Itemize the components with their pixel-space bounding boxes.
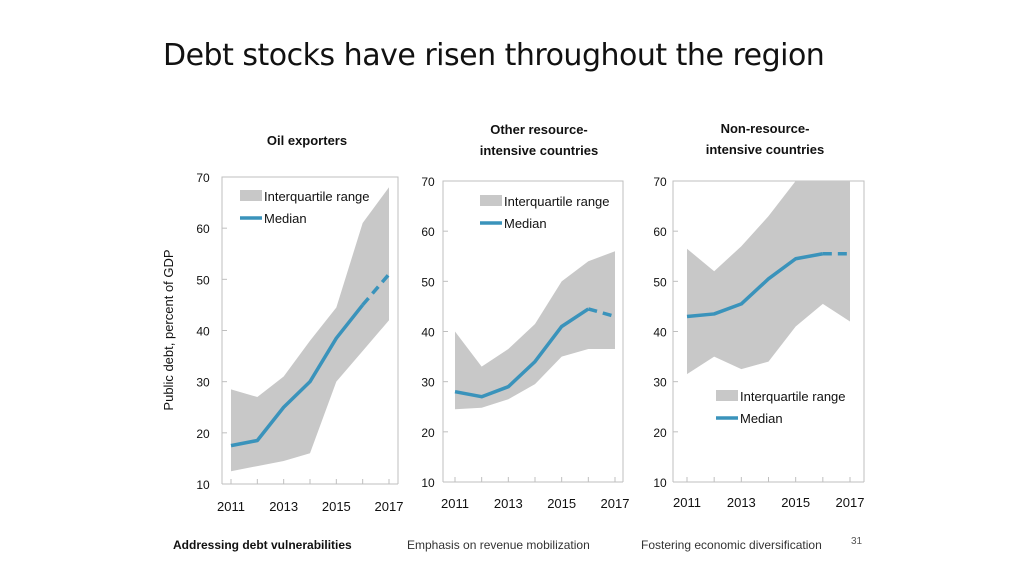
y-tick-label: 20 [196, 427, 210, 441]
footer-link-economic-diversification[interactable]: Fostering economic diversification [641, 538, 822, 552]
y-axis-label: Public debt, percent of GDP [161, 249, 176, 410]
y-tick-label: 70 [196, 171, 210, 185]
chart-legend: Interquartile range Median [716, 389, 846, 426]
legend-band-swatch [240, 190, 262, 201]
x-tick-label: 2011 [673, 495, 701, 510]
y-tick-label: 30 [196, 376, 210, 390]
interquartile-band [455, 251, 615, 410]
legend-band-swatch [480, 195, 502, 206]
x-tick-label: 2013 [494, 496, 523, 511]
y-tick-label: 60 [421, 225, 435, 239]
y-tick-label: 40 [196, 325, 210, 339]
y-tick-label: 10 [421, 476, 435, 490]
chart-panel-1: 10 20 30 40 50 60 70 2011 2013 2015 2017 Oil export… [161, 133, 403, 514]
x-tick-label: 2017 [375, 499, 404, 514]
y-tick-label: 60 [653, 225, 667, 239]
x-tick-label: 2017 [836, 495, 865, 510]
x-tick-label: 2015 [547, 496, 576, 511]
legend-band-label: Interquartile range [740, 389, 846, 404]
page-number: 31 [851, 536, 863, 547]
legend-median-label: Median [504, 216, 547, 231]
y-tick-label: 20 [421, 426, 435, 440]
x-tick-label: 2013 [269, 499, 298, 514]
chart-legend: Interquartile range Median [480, 194, 610, 231]
chart-legend: Interquartile range Median [240, 189, 370, 226]
x-tick-label: 2015 [781, 495, 810, 510]
legend-band-label: Interquartile range [504, 194, 610, 209]
x-tick-label: 2011 [441, 496, 469, 511]
legend-median-label: Median [740, 411, 783, 426]
y-tick-label: 30 [653, 376, 667, 390]
x-tick-label: 2011 [217, 499, 245, 514]
y-tick-label: 40 [653, 326, 667, 340]
footer-link-revenue-mobilization[interactable]: Emphasis on revenue mobilization [407, 538, 590, 552]
median-line-projection [361, 273, 391, 307]
chart-panel-3: 10 20 30 40 50 60 70 2011 2013 2015 2017 Non-resour… [653, 121, 865, 510]
y-tick-label: 70 [421, 175, 435, 189]
chart-title: Other resource-intensive countries [480, 122, 598, 158]
legend-band-label: Interquartile range [264, 189, 370, 204]
y-tick-label: 20 [653, 426, 667, 440]
y-tick-label: 50 [421, 275, 435, 289]
x-tick-label: 2017 [601, 496, 630, 511]
y-tick-label: 30 [421, 376, 435, 390]
median-line-projection [587, 307, 616, 319]
x-tick-label: 2015 [322, 499, 351, 514]
footer-link-debt-vulnerabilities[interactable]: Addressing debt vulnerabilities [173, 538, 352, 552]
chart-title: Non-resource-intensive countries [706, 121, 824, 157]
median-line [454, 307, 590, 399]
chart-title: Oil exporters [267, 133, 347, 148]
slide-title: Debt stocks have risen throughout the re… [163, 38, 825, 73]
chart-panel-2: 10 20 30 40 50 60 70 2011 2013 2015 2017 Other reso… [421, 122, 629, 511]
median-line [686, 252, 824, 319]
y-tick-label: 10 [196, 478, 210, 492]
y-tick-label: 70 [653, 175, 667, 189]
y-tick-label: 50 [196, 273, 210, 287]
legend-band-swatch [716, 390, 738, 401]
y-tick-label: 10 [653, 476, 667, 490]
y-tick-label: 40 [421, 326, 435, 340]
interquartile-band [231, 187, 389, 472]
median-line [230, 303, 365, 448]
legend-median-label: Median [264, 211, 307, 226]
y-tick-label: 60 [196, 222, 210, 236]
x-tick-label: 2013 [727, 495, 756, 510]
y-tick-label: 50 [653, 275, 667, 289]
